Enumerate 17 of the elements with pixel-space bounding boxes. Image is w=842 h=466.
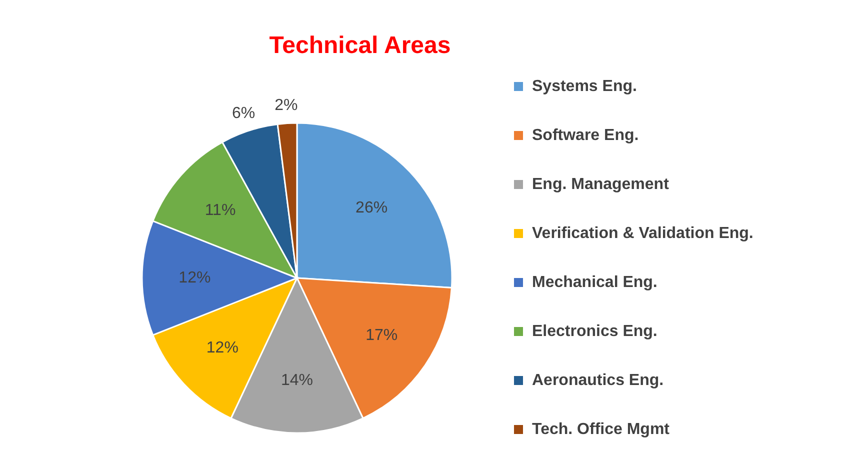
legend-label: Aeronautics Eng. xyxy=(532,372,664,390)
legend-label: Electronics Eng. xyxy=(532,322,658,340)
data-label: 12% xyxy=(206,340,238,357)
data-label: 14% xyxy=(280,372,314,389)
legend-label: Tech. Office Mgmt xyxy=(532,420,670,438)
data-label: 2% xyxy=(274,96,298,114)
legend-label: Verification & Validation Eng. xyxy=(532,224,754,242)
legend-label: Software Eng. xyxy=(532,126,639,144)
data-label: 12% xyxy=(178,270,211,286)
chart-title: Technical Areas xyxy=(268,32,452,60)
legend-label: Systems Eng. xyxy=(532,78,637,96)
data-label: 26% xyxy=(356,199,388,216)
data-label: 11% xyxy=(204,202,236,219)
data-label: 6% xyxy=(232,104,256,122)
legend-label: Mechanical Eng. xyxy=(532,274,658,292)
legend-label: Eng. Management xyxy=(532,176,669,194)
data-label: 17% xyxy=(366,327,398,344)
